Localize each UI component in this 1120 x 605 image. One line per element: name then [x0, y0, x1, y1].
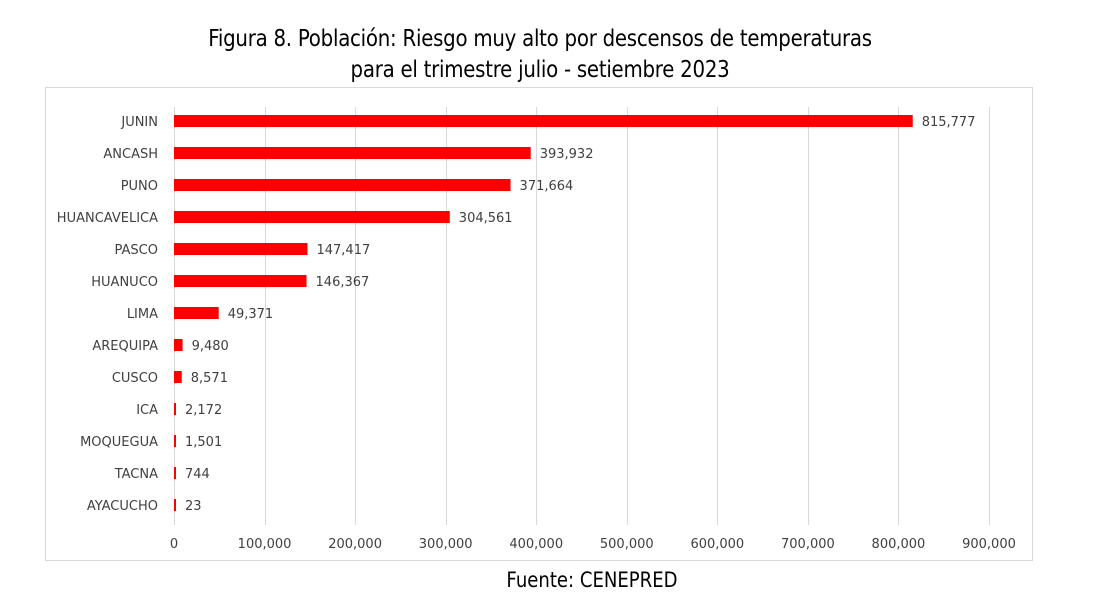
- data-label: 49,371: [228, 307, 274, 322]
- category-label: TACNA: [114, 467, 158, 482]
- bar: [174, 275, 307, 287]
- category-label: ANCASH: [103, 147, 158, 162]
- data-label: 371,664: [520, 179, 574, 194]
- source-note: Fuente: CENEPRED: [506, 568, 678, 592]
- bar: [174, 371, 182, 383]
- data-label: 147,417: [316, 243, 370, 258]
- category-label: MOQUEGUA: [80, 435, 158, 450]
- bar: [174, 307, 219, 319]
- x-tick-label: 400,000: [509, 537, 563, 552]
- category-label: PASCO: [115, 243, 158, 258]
- x-tick-label: 300,000: [419, 537, 473, 552]
- chart-title-line-1: Figura 8. Población: Riesgo muy alto por…: [208, 26, 872, 52]
- x-tick-label: 200,000: [328, 537, 382, 552]
- bar: [174, 339, 183, 351]
- bar: [174, 435, 176, 447]
- x-tick-label: 600,000: [690, 537, 744, 552]
- data-label: 146,367: [316, 275, 370, 290]
- category-label: JUNIN: [120, 115, 158, 130]
- bar: [174, 115, 913, 127]
- x-tick-label: 100,000: [238, 537, 292, 552]
- data-label: 815,777: [922, 115, 976, 130]
- data-label: 2,172: [185, 403, 222, 418]
- category-label: HUANUCO: [91, 275, 158, 290]
- data-label: 1,501: [185, 435, 222, 450]
- bar: [174, 243, 308, 255]
- category-label: AREQUIPA: [92, 339, 158, 354]
- x-tick-label: 0: [170, 537, 178, 552]
- bar: [174, 499, 176, 511]
- data-label: 9,480: [192, 339, 229, 354]
- x-tick-label: 500,000: [600, 537, 654, 552]
- category-label: CUSCO: [112, 371, 158, 386]
- category-label: LIMA: [127, 307, 158, 322]
- category-label: AYACUCHO: [87, 499, 158, 514]
- chart-frame: [45, 87, 1033, 561]
- chart-title-line-2: para el trimestre julio - setiembre 2023: [350, 57, 730, 83]
- bar: [174, 179, 511, 191]
- chart-title: Figura 8. Población: Riesgo muy alto por…: [76, 24, 1005, 86]
- bar: [174, 403, 176, 415]
- data-label: 393,932: [540, 147, 594, 162]
- x-tick-label: 900,000: [962, 537, 1016, 552]
- data-label: 744: [185, 467, 210, 482]
- x-tick-label: 700,000: [781, 537, 835, 552]
- category-label: HUANCAVELICA: [57, 211, 158, 226]
- category-label: ICA: [136, 403, 158, 418]
- bar: [174, 147, 531, 159]
- data-label: 23: [185, 499, 202, 514]
- data-label: 8,571: [191, 371, 228, 386]
- bar: [174, 467, 176, 479]
- category-label: PUNO: [121, 179, 158, 194]
- data-label: 304,561: [459, 211, 513, 226]
- bar-chart: 0 100,000 200,000 300,000 400,000 500,000 600,…: [57, 107, 1016, 552]
- x-tick-label: 800,000: [872, 537, 926, 552]
- bar: [174, 211, 450, 223]
